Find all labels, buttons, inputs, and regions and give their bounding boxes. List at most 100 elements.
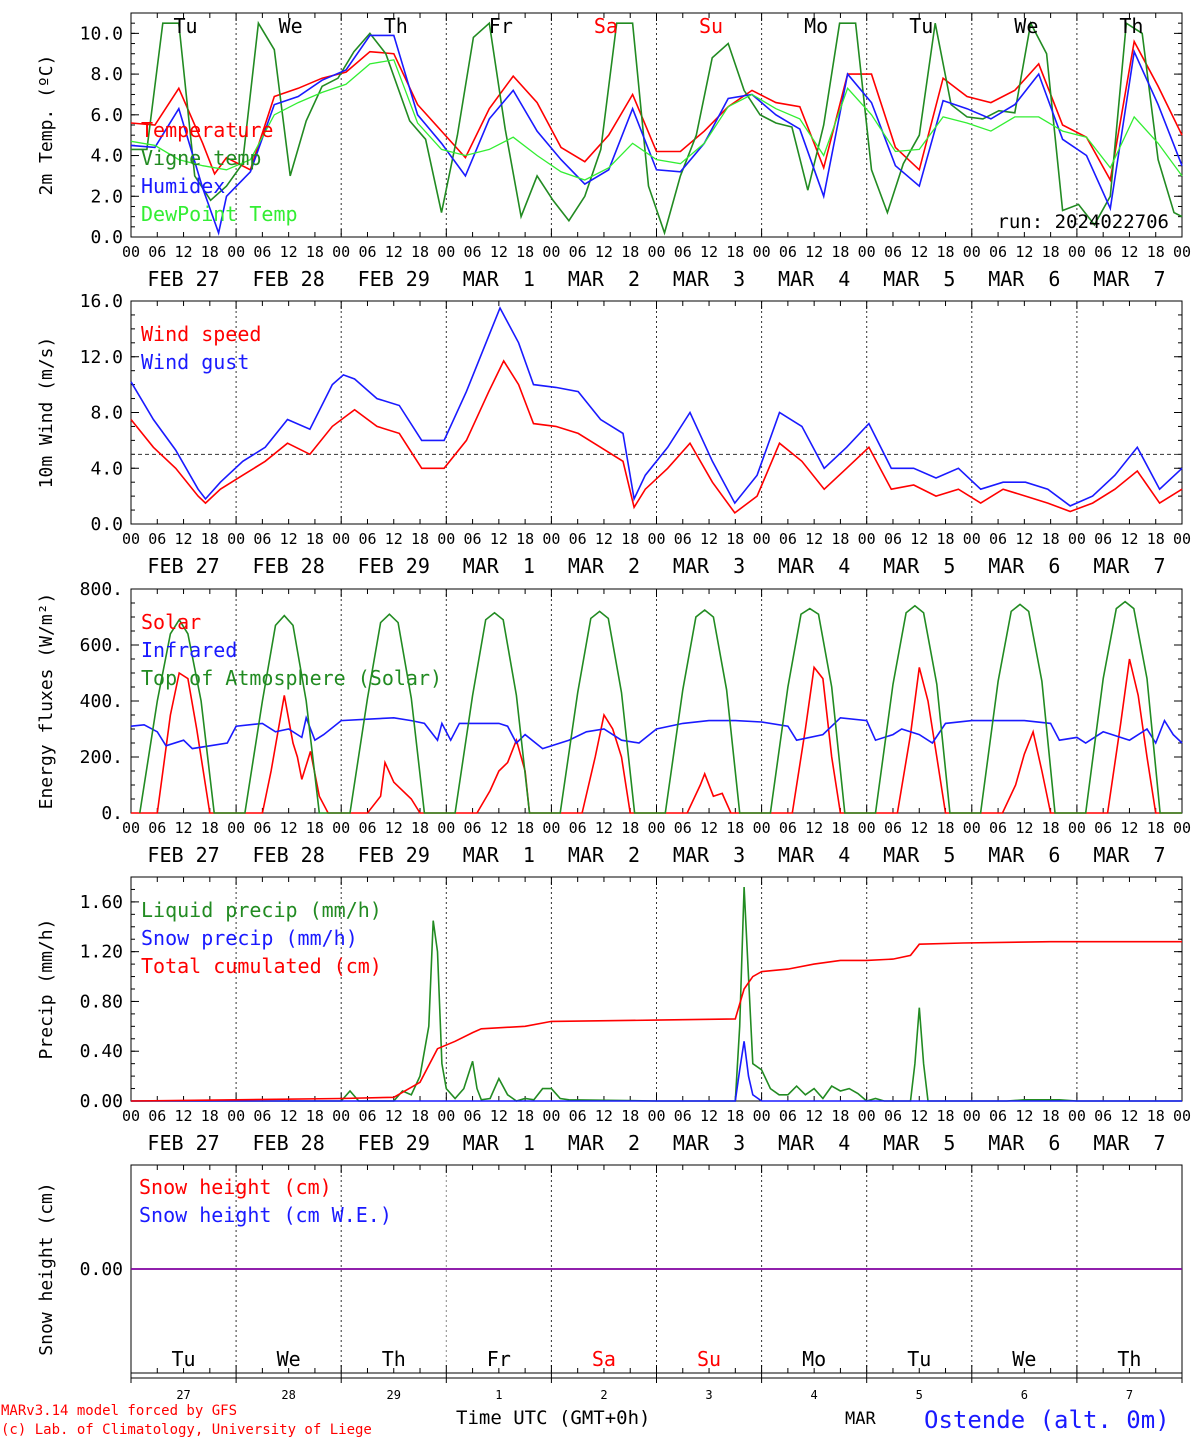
date-label: FEB 29 bbox=[358, 1131, 430, 1155]
date-label: MAR 2 bbox=[568, 843, 640, 867]
y-axis-label: Energy fluxes (W/m²) bbox=[36, 593, 57, 810]
hour-label: 06 bbox=[989, 1107, 1007, 1125]
hour-label: 06 bbox=[148, 1107, 166, 1125]
credit-line-2: (c) Lab. of Climatology, University of L… bbox=[1, 1422, 372, 1438]
date-label: MAR 6 bbox=[988, 267, 1060, 291]
hour-label: 00 bbox=[227, 819, 245, 837]
hour-label: 00 bbox=[542, 243, 560, 261]
date-label: MAR 2 bbox=[568, 267, 640, 291]
weekday-label: Mo bbox=[804, 14, 828, 38]
date-label: FEB 29 bbox=[358, 843, 430, 867]
date-label: MAR 6 bbox=[988, 554, 1060, 578]
run-label: run: 2024022706 bbox=[997, 211, 1169, 233]
hour-label: 12 bbox=[175, 1107, 193, 1125]
y-tick-label: 1.60 bbox=[80, 892, 123, 913]
hour-label: 18 bbox=[1147, 1107, 1165, 1125]
weekday-label: Tu bbox=[174, 14, 198, 38]
hour-label: 06 bbox=[989, 819, 1007, 837]
hour-label: 18 bbox=[831, 243, 849, 261]
panel-4 bbox=[130, 876, 1183, 1102]
hour-label: 18 bbox=[936, 243, 954, 261]
weekday-label: We bbox=[1012, 1347, 1036, 1371]
legend-entry: Wind gust bbox=[141, 350, 249, 374]
date-label: MAR 6 bbox=[988, 843, 1060, 867]
legend-entry: Liquid precip (mm/h) bbox=[141, 898, 382, 922]
weekday-label: We bbox=[1014, 14, 1038, 38]
hour-label: 12 bbox=[805, 243, 823, 261]
hour-label: 00 bbox=[437, 530, 455, 548]
hour-label: 12 bbox=[385, 243, 403, 261]
date-label: MAR 4 bbox=[778, 1131, 850, 1155]
panel-3 bbox=[130, 588, 1183, 814]
hour-label: 12 bbox=[1015, 819, 1033, 837]
hour-label: 12 bbox=[910, 530, 928, 548]
legend-entry: Humidex bbox=[141, 174, 225, 198]
hour-label: 00 bbox=[122, 243, 140, 261]
hour-label: 12 bbox=[490, 530, 508, 548]
hour-label: 18 bbox=[726, 243, 744, 261]
y-tick-label: 2.0 bbox=[90, 186, 123, 207]
y-tick-label: 0.0 bbox=[90, 514, 123, 535]
y-tick-label: 12.0 bbox=[80, 347, 123, 368]
hour-label: 12 bbox=[595, 243, 613, 261]
hour-label: 12 bbox=[490, 819, 508, 837]
hour-label: 18 bbox=[411, 243, 429, 261]
hour-label: 06 bbox=[358, 530, 376, 548]
hour-label: 06 bbox=[779, 530, 797, 548]
y-tick-label: 6.0 bbox=[90, 105, 123, 126]
series-line-snow-precip-mm-h- bbox=[131, 1041, 1182, 1102]
hour-label: 06 bbox=[253, 1107, 271, 1125]
weekday-label: Sa bbox=[594, 14, 618, 38]
hour-label: 06 bbox=[884, 530, 902, 548]
weekday-label: Th bbox=[384, 14, 408, 38]
day-number: 28 bbox=[281, 1388, 295, 1402]
date-label: FEB 28 bbox=[253, 1131, 325, 1155]
y-axis-label: Precip (mm/h) bbox=[36, 919, 57, 1060]
date-label: MAR 5 bbox=[883, 267, 955, 291]
date-label: MAR 3 bbox=[673, 1131, 745, 1155]
hour-label: 00 bbox=[753, 1107, 771, 1125]
hour-label: 12 bbox=[595, 1107, 613, 1125]
hour-label: 00 bbox=[122, 819, 140, 837]
weekday-label: Th bbox=[382, 1347, 406, 1371]
credit-line-1: MARv3.14 model forced by GFS bbox=[1, 1403, 237, 1419]
y-tick-label: 0.00 bbox=[80, 1259, 123, 1280]
hour-label: 12 bbox=[910, 819, 928, 837]
hour-label: 00 bbox=[332, 530, 350, 548]
hour-label: 06 bbox=[253, 243, 271, 261]
hour-label: 12 bbox=[910, 243, 928, 261]
date-label: MAR 3 bbox=[673, 554, 745, 578]
hour-label: 00 bbox=[227, 530, 245, 548]
hour-label: 06 bbox=[1094, 530, 1112, 548]
y-tick-label: 16.0 bbox=[80, 291, 123, 312]
hour-label: 18 bbox=[1042, 530, 1060, 548]
hour-label: 18 bbox=[411, 530, 429, 548]
day-number: 2 bbox=[600, 1388, 607, 1402]
day-number: 1 bbox=[495, 1388, 502, 1402]
hour-label: 00 bbox=[1173, 530, 1191, 548]
date-label: MAR 4 bbox=[778, 267, 850, 291]
date-label: FEB 27 bbox=[147, 267, 219, 291]
weekday-label: Tu bbox=[907, 1347, 931, 1371]
hour-label: 18 bbox=[831, 530, 849, 548]
hour-label: 06 bbox=[989, 530, 1007, 548]
hour-label: 18 bbox=[516, 819, 534, 837]
date-label: FEB 28 bbox=[253, 267, 325, 291]
hour-label: 18 bbox=[1147, 819, 1165, 837]
hour-label: 06 bbox=[358, 1107, 376, 1125]
hour-label: 18 bbox=[831, 1107, 849, 1125]
date-label: MAR 5 bbox=[883, 554, 955, 578]
weekday-label: Th bbox=[1119, 14, 1143, 38]
date-label: MAR 1 bbox=[463, 1131, 535, 1155]
hour-label: 18 bbox=[201, 530, 219, 548]
date-label: MAR 2 bbox=[568, 1131, 640, 1155]
y-tick-label: 0.40 bbox=[80, 1041, 123, 1062]
y-tick-label: 800. bbox=[80, 579, 123, 600]
hour-label: 12 bbox=[385, 1107, 403, 1125]
hour-label: 06 bbox=[464, 819, 482, 837]
hour-label: 12 bbox=[280, 1107, 298, 1125]
weekday-label: Fr bbox=[487, 1347, 511, 1371]
weekday-label: Mo bbox=[802, 1347, 826, 1371]
hour-label: 00 bbox=[647, 243, 665, 261]
y-tick-label: 1.20 bbox=[80, 942, 123, 963]
